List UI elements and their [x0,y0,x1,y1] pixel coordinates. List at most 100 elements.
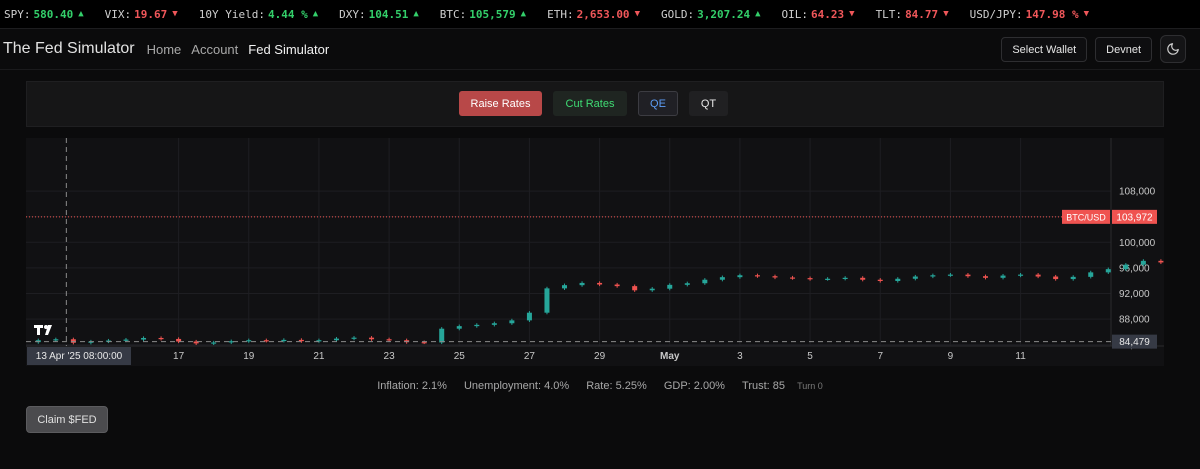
candle-body [1018,274,1024,276]
candle-body [333,338,339,341]
theme-toggle-button[interactable] [1160,35,1186,63]
candle-body [562,285,568,289]
candle-body [1035,274,1041,277]
qt-button[interactable]: QT [689,91,728,116]
ticker-value: 580.40 [33,7,74,21]
qe-button[interactable]: QE [638,91,678,116]
unemployment-stat: Unemployment: 4.0% [463,380,570,392]
candle-body [439,328,445,343]
candle-body [667,284,673,289]
ticker-item: VIX: 19.67 ▼ [105,8,178,21]
cut-rates-button[interactable]: Cut Rates [553,91,627,116]
candle-body [526,312,532,321]
candle-body [176,338,182,342]
ticker-symbol: ETH: [547,7,574,21]
gdp-stat: GDP: 2.00% [663,380,725,392]
ticker-value: 19.67 [134,7,168,21]
ticker-value: 64.23 [811,7,845,21]
candle-body [246,340,252,342]
x-tick-label: 9 [948,351,954,362]
candle-body [281,339,287,342]
nav-home-link[interactable]: Home [146,41,182,57]
ticker-symbol: TLT: [875,7,903,21]
candle-body [386,339,392,341]
ticker-item: TLT: 84.77 ▼ [876,8,949,21]
ticker-value: 84.77 [905,7,939,21]
candle-body [912,276,918,279]
economy-stats: Inflation: 2.1% Unemployment: 4.0% Rate:… [0,380,1200,392]
crosshair-price-bg [1112,334,1157,349]
candle-body [842,277,848,280]
candle-body [895,278,901,282]
candle-body [1105,269,1111,273]
ticker-value: 2,653.00 [576,7,630,21]
x-tick-label: 11 [1015,351,1026,362]
ticker-bar: SPY: 580.40 ▲ VIX: 19.67 ▼ 10Y Yield: 4.44 % ▲ DX… [0,0,1200,29]
candle-body [1158,260,1164,263]
nav-actions: Select Wallet Devnet [1001,35,1186,63]
x-tick-label: 23 [384,351,396,362]
candle-body [754,275,760,277]
ticker-symbol: 10Y Yield: [198,7,265,21]
ticker-symbol: BTC: [439,7,467,21]
claim-fed-button[interactable]: Claim $FED [26,406,108,433]
ticker-value: 104.51 [368,7,409,21]
policy-actions: Raise Rates Cut Rates QE QT [459,91,728,116]
candle-body [193,341,199,344]
candle-body [684,283,690,285]
y-tick-label: 100,000 [1119,238,1156,249]
last-price-tag: 103,972 [1116,212,1153,223]
candle-body [737,275,743,278]
x-tick-label: 17 [173,351,185,362]
candle-body [877,279,883,282]
symbol-label-bg [1062,209,1110,224]
candle-body [158,337,164,340]
symbol-label: BTC/USD [1066,212,1106,222]
y-tick-label: 92,000 [1119,289,1150,300]
ticker-symbol: DXY: [339,7,366,21]
x-tick-label: 25 [454,351,466,362]
crosshair-price-label: 84,479 [1119,337,1150,348]
candle-body [509,320,515,324]
last-price-tag-bg [1112,209,1157,224]
arrow-up-icon: ▲ [413,9,419,19]
candle-body [474,324,480,327]
candle-body [1123,264,1129,270]
candle-body [579,282,585,286]
arrow-up-icon: ▲ [520,9,527,19]
candle-body [298,339,304,342]
candle-body [1088,272,1094,277]
x-tick-label: 29 [594,351,606,362]
candle-body [70,339,76,343]
raise-rates-button[interactable]: Raise Rates [459,91,542,116]
candle-body [316,340,322,342]
ticker-value: 147.98 % [1025,7,1079,21]
candle-body [544,288,550,313]
candle-body [351,337,357,339]
price-chart[interactable]: 108,000104,000100,00096,00092,00088,0008… [26,138,1199,371]
nav-account-link[interactable]: Account [191,41,239,57]
ticker-item: BTC: 105,579 ▲ [440,8,526,21]
ticker-symbol: VIX: [104,7,132,21]
arrow-down-icon: ▼ [943,9,949,19]
select-wallet-button[interactable]: Select Wallet [1001,37,1088,62]
ticker-symbol: GOLD: [660,7,695,21]
top-nav: The Fed Simulator Home Account Fed Simul… [0,29,1200,70]
network-button[interactable]: Devnet [1095,37,1152,62]
candle-body [790,277,796,279]
arrow-down-icon: ▼ [1083,9,1089,19]
candle-body [228,341,234,343]
arrow-down-icon: ▼ [172,9,178,19]
crosshair-time-bg [27,347,131,365]
chart-canvas[interactable]: 108,000104,000100,00096,00092,00088,0008… [26,138,1199,371]
y-tick-label: 88,000 [1119,315,1150,326]
candle-body [263,340,269,342]
ticker-symbol: SPY: [4,7,31,21]
x-tick-label: 21 [313,351,325,362]
x-tick-label: 5 [807,351,813,362]
candle-body [807,278,813,280]
arrow-down-icon: ▼ [849,9,855,19]
nav-fed-simulator-link[interactable]: Fed Simulator [248,41,330,57]
rate-stat: Rate: 5.25% [586,380,647,392]
brand-title: The Fed Simulator [3,40,135,57]
